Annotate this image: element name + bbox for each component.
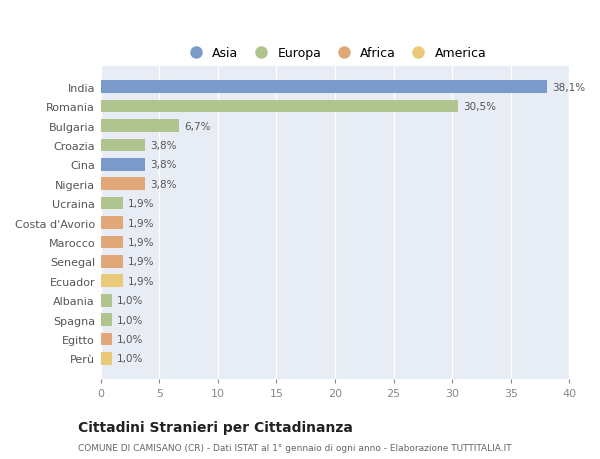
Text: 1,0%: 1,0% — [117, 354, 143, 364]
Text: 1,9%: 1,9% — [128, 237, 154, 247]
Text: 3,8%: 3,8% — [150, 179, 176, 189]
Text: 1,9%: 1,9% — [128, 257, 154, 267]
Text: Cittadini Stranieri per Cittadinanza: Cittadini Stranieri per Cittadinanza — [78, 420, 353, 434]
Text: 3,8%: 3,8% — [150, 140, 176, 151]
Bar — [101, 101, 458, 113]
Text: 1,0%: 1,0% — [117, 315, 143, 325]
Text: 38,1%: 38,1% — [552, 83, 585, 93]
Bar — [101, 313, 112, 326]
Bar — [101, 236, 123, 249]
Text: 1,9%: 1,9% — [128, 218, 154, 228]
Bar — [101, 275, 123, 287]
Text: 1,0%: 1,0% — [117, 334, 143, 344]
Bar — [101, 81, 547, 94]
Bar — [101, 217, 123, 230]
Text: COMUNE DI CAMISANO (CR) - Dati ISTAT al 1° gennaio di ogni anno - Elaborazione T: COMUNE DI CAMISANO (CR) - Dati ISTAT al … — [78, 443, 512, 452]
Bar — [101, 333, 112, 346]
Bar — [101, 294, 112, 307]
Legend: Asia, Europa, Africa, America: Asia, Europa, Africa, America — [179, 42, 491, 65]
Text: 1,9%: 1,9% — [128, 199, 154, 209]
Text: 1,9%: 1,9% — [128, 276, 154, 286]
Text: 30,5%: 30,5% — [463, 102, 496, 112]
Text: 6,7%: 6,7% — [184, 121, 211, 131]
Bar — [101, 178, 145, 190]
Text: 1,0%: 1,0% — [117, 296, 143, 306]
Bar — [101, 159, 145, 171]
Bar — [101, 197, 123, 210]
Text: 3,8%: 3,8% — [150, 160, 176, 170]
Bar — [101, 140, 145, 152]
Bar — [101, 120, 179, 133]
Bar — [101, 353, 112, 365]
Bar — [101, 256, 123, 268]
